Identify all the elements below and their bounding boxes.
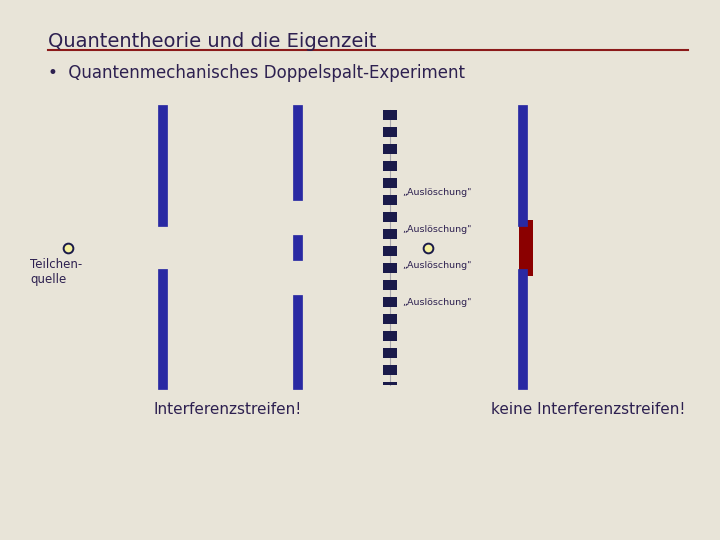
Text: Interferenzstreifen!: Interferenzstreifen!: [154, 402, 302, 417]
Bar: [383, 195, 397, 205]
Text: „Auslöschung": „Auslöschung": [402, 225, 472, 234]
Text: Quantentheorie und die Eigenzeit: Quantentheorie und die Eigenzeit: [48, 32, 377, 51]
Bar: [383, 246, 397, 256]
Text: •  Quantenmechanisches Doppelspalt-Experiment: • Quantenmechanisches Doppelspalt-Experi…: [48, 64, 465, 82]
Bar: [383, 161, 397, 171]
Bar: [383, 365, 397, 375]
Bar: [383, 314, 397, 324]
Bar: [519, 219, 533, 275]
Bar: [383, 382, 397, 385]
Text: „Auslöschung": „Auslöschung": [402, 298, 472, 307]
Text: Teilchen-
quelle: Teilchen- quelle: [30, 258, 82, 286]
Text: „Auslöschung": „Auslöschung": [402, 261, 472, 270]
Bar: [383, 331, 397, 341]
Bar: [383, 263, 397, 273]
Bar: [383, 144, 397, 154]
Bar: [383, 229, 397, 239]
Bar: [383, 297, 397, 307]
Bar: [383, 348, 397, 358]
Bar: [383, 110, 397, 120]
Bar: [383, 212, 397, 222]
Bar: [383, 280, 397, 290]
Text: „Auslöschung": „Auslöschung": [402, 188, 472, 197]
Text: keine Interferenzstreifen!: keine Interferenzstreifen!: [491, 402, 685, 417]
Bar: [383, 178, 397, 188]
Bar: [383, 127, 397, 137]
